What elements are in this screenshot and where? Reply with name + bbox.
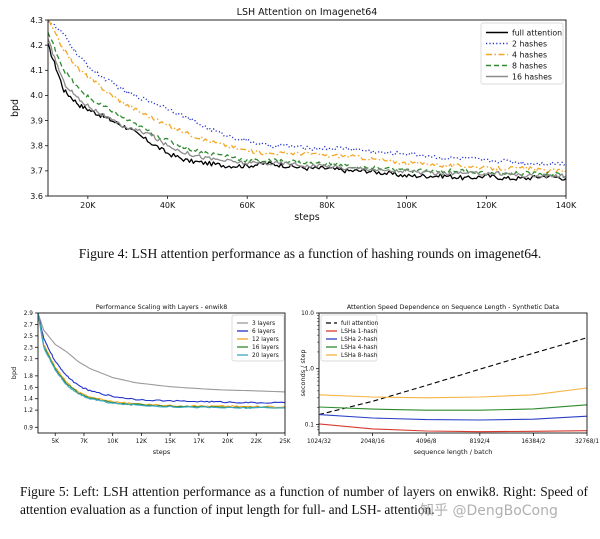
y-tick-label: 4.1: [30, 66, 43, 75]
watermark: 知乎 @DengBoCong: [420, 503, 558, 519]
legend-label-2: 6 layers: [252, 329, 275, 335]
legend-label-3: 12 layers: [252, 337, 279, 343]
y-tick-label: 0.1: [305, 422, 315, 428]
y-tick-label: 3.8: [30, 142, 43, 151]
legend-label-1: full attention: [512, 28, 562, 37]
legend-label-4: 8 hashes: [512, 61, 547, 70]
legend-label-5: 16 hashes: [512, 72, 552, 81]
x-tick-label: 140K: [556, 201, 577, 210]
enwik8-layers-chart: Performance Scaling with Layers - enwik8…: [10, 304, 291, 456]
y-tick-label: 0.9: [24, 425, 34, 431]
x-tick-label: 8192/4: [470, 439, 491, 445]
x-axis-label: sequence length / batch: [414, 448, 493, 456]
legend-label-2: 2 hashes: [512, 39, 547, 48]
series-line-1: [38, 313, 285, 393]
x-tick-label: 17K: [193, 439, 204, 445]
chart-title: LSH Attention on Imagenet64: [237, 7, 378, 18]
y-tick-label: 4.0: [30, 91, 43, 100]
y-tick-label: 3.9: [30, 116, 43, 125]
y-tick-label: 1.0: [305, 367, 315, 373]
legend-label-3: LSHa 2-hash: [341, 337, 378, 343]
y-tick-label: 10.0: [301, 311, 314, 317]
y-tick-label: 2.9: [24, 311, 34, 317]
y-tick-label: 4.2: [30, 41, 43, 50]
y-tick-label: 2.1: [24, 357, 34, 363]
plot-area: [48, 20, 566, 181]
y-axis-label: bpd: [10, 99, 21, 117]
x-tick-label: 2048/16: [361, 439, 385, 445]
legend-label-5: 20 layers: [252, 353, 279, 359]
x-tick-label: 40K: [160, 201, 176, 210]
legend-label-1: 3 layers: [252, 321, 275, 327]
y-axis-label: seconds / step: [300, 350, 307, 397]
x-tick-label: 10K: [107, 439, 118, 445]
figure-5-caption: Figure 5: Left: LSH attention performanc…: [20, 484, 588, 517]
x-tick-label: 16384/2: [521, 439, 545, 445]
x-tick-label: 12K: [136, 439, 147, 445]
plot-area: [319, 337, 587, 433]
x-tick-label: 7K: [80, 439, 88, 445]
y-tick-label: 1.8: [24, 374, 34, 380]
x-tick-label: 20K: [80, 201, 96, 210]
x-tick-label: 100K: [396, 201, 417, 210]
chart-title: Performance Scaling with Layers - enwik8: [96, 304, 228, 311]
legend-box: [480, 22, 564, 85]
x-tick-label: 22K: [251, 439, 262, 445]
y-tick-label: 4.3: [30, 16, 43, 25]
x-tick-label: 20K: [222, 439, 233, 445]
legend-label-3: 4 hashes: [512, 50, 547, 59]
x-tick-label: 1024/32: [307, 439, 331, 445]
x-axis-label: steps: [294, 212, 320, 223]
legend-label-5: LSHa 8-hash: [341, 353, 378, 359]
y-tick-label: 3.6: [30, 192, 43, 201]
y-tick-label: 1.4: [24, 397, 34, 403]
y-axis-label: bpd: [10, 367, 18, 379]
y-tick-label: 2.7: [24, 322, 34, 328]
x-tick-label: 15K: [165, 439, 176, 445]
series-line-1: [319, 337, 587, 416]
x-tick-label: 25K: [279, 439, 290, 445]
chart-title: Attention Speed Dependence on Sequence L…: [347, 304, 559, 311]
series-line-5: [38, 313, 285, 409]
legend-box: [231, 314, 285, 362]
series-line-4: [319, 404, 587, 411]
series-line-3: [48, 20, 566, 174]
plot-frame: [37, 312, 286, 434]
legend-label-4: LSHa 4-hash: [341, 345, 378, 351]
legend-label-1: full attention: [341, 321, 379, 327]
attention-speed-chart: Attention Speed Dependence on Sequence L…: [300, 304, 599, 456]
x-tick-label: 80K: [319, 201, 335, 210]
y-tick-label: 2.3: [24, 345, 34, 351]
series-line-2: [38, 313, 285, 404]
y-tick-label: 2.5: [24, 334, 34, 340]
y-tick-label: 1.6: [24, 385, 34, 391]
x-tick-label: 5K: [51, 439, 59, 445]
y-tick-label: 3.7: [30, 167, 43, 176]
series-line-2: [319, 423, 587, 433]
figure-4-caption: Figure 4: LSH attention performance as a…: [78, 246, 542, 261]
legend-label-4: 16 layers: [252, 345, 279, 351]
legend-box: [320, 314, 378, 362]
x-axis-label: steps: [153, 448, 171, 456]
x-tick-label: 32768/1: [575, 439, 599, 445]
plot-area: [38, 313, 285, 409]
x-tick-label: 120K: [476, 201, 497, 210]
plot-frame: [47, 19, 567, 197]
y-tick-label: 1.2: [24, 408, 34, 414]
imagenet64-chart: LSH Attention on Imagenet64 20K 40K 60K 80K 1…: [10, 7, 577, 223]
plot-frame: [318, 312, 588, 434]
series-line-3: [319, 414, 587, 421]
series-line-5: [48, 38, 566, 179]
x-tick-label: 60K: [240, 201, 256, 210]
x-tick-label: 4096/8: [416, 439, 437, 445]
legend-label-2: LSHa 1-hash: [341, 329, 378, 335]
series-line-5: [319, 387, 587, 399]
